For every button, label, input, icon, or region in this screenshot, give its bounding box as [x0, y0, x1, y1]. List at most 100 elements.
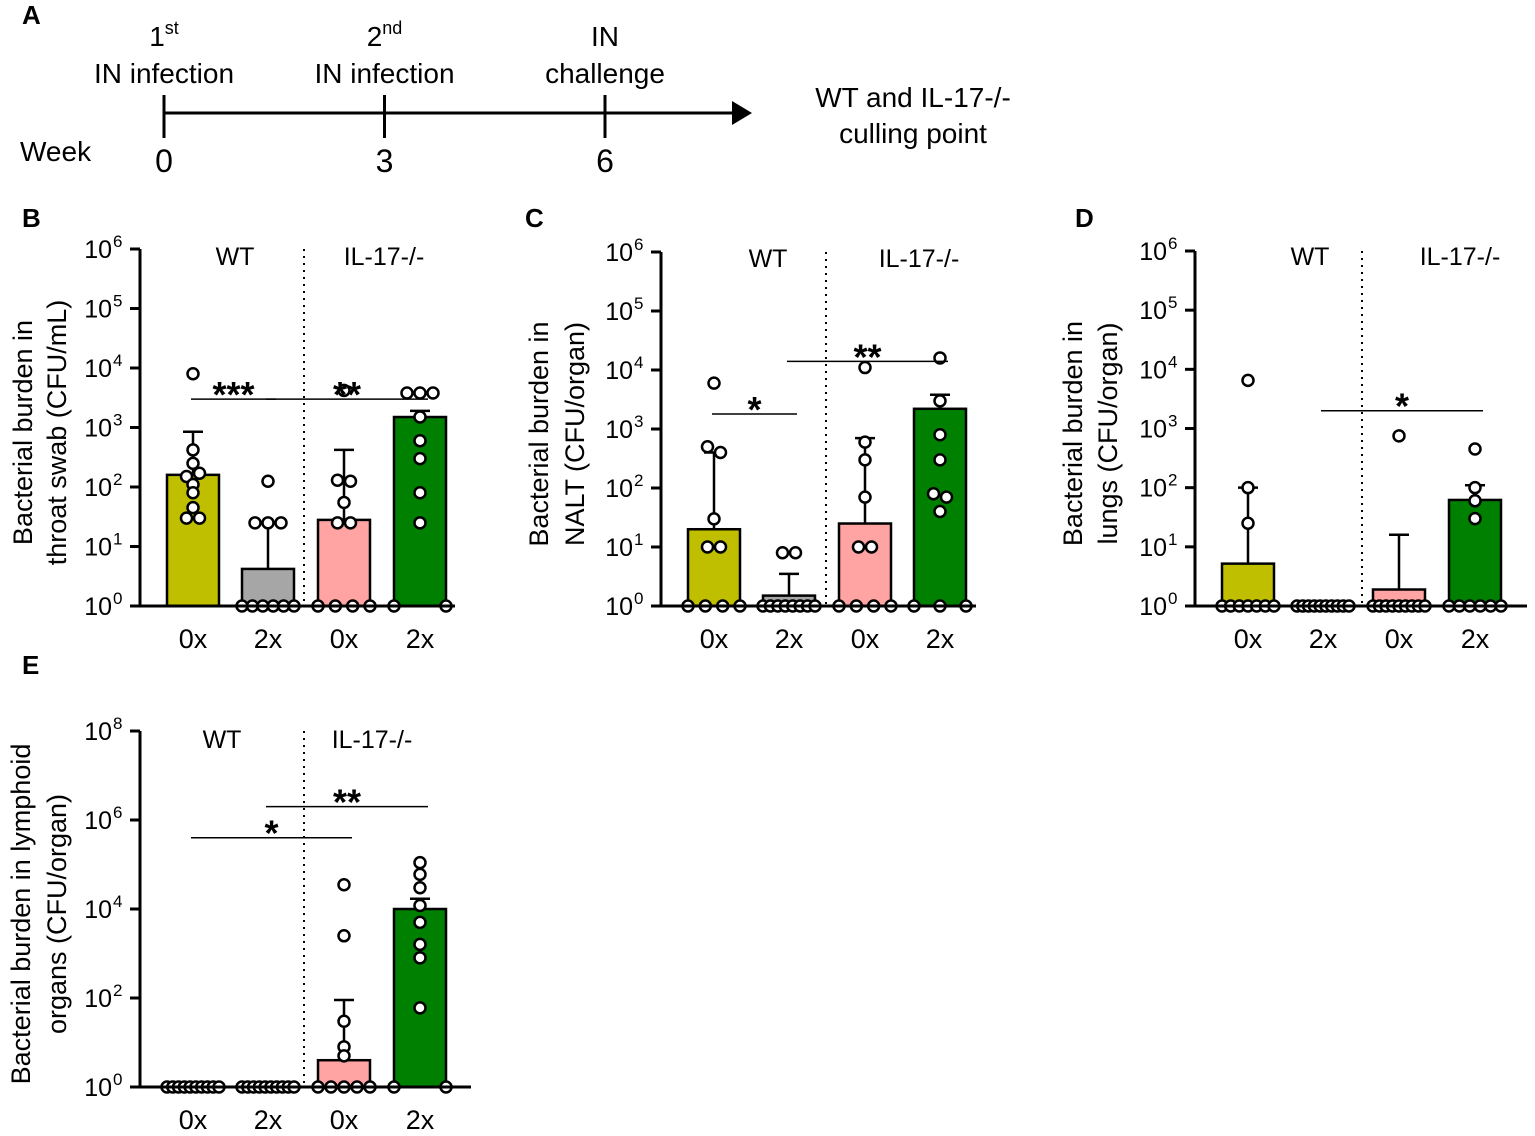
y-tick-label-exponent: 6	[1168, 234, 1177, 253]
data-point	[939, 490, 954, 504]
significance-stars: *	[1395, 386, 1409, 427]
data-point	[337, 1049, 351, 1063]
y-tick-label: 10	[1139, 534, 1167, 562]
data-point	[413, 867, 427, 882]
y-tick-label-base: 10	[84, 985, 112, 1013]
data-point	[330, 473, 345, 487]
timeline-events: 0 1st IN infection 3 2nd IN infection 6 IN chall…	[94, 18, 665, 179]
data-point	[337, 1014, 351, 1029]
y-tick-label-exponent: 3	[1168, 412, 1177, 431]
data-point	[343, 474, 358, 488]
data-point	[426, 386, 440, 400]
y-tick-label-exponent: 1	[1168, 530, 1177, 549]
data-point	[700, 440, 715, 454]
data-point	[413, 1001, 427, 1015]
y-tick-label-exponent: 8	[113, 714, 122, 733]
data-point	[933, 504, 947, 519]
panel-label: B	[22, 203, 41, 233]
y-tick-label-base: 10	[84, 534, 112, 562]
y-axis-label-line1: Bacterial burden in lymphoid	[6, 744, 36, 1085]
data-point	[413, 486, 427, 500]
data-point	[413, 898, 427, 913]
y-tick-label: 10	[605, 593, 633, 621]
y-tick-label-base: 10	[84, 355, 112, 383]
y-tick-label-exponent: 5	[1168, 293, 1177, 312]
group-label: IL-17-/-	[879, 245, 960, 273]
data-point	[926, 486, 941, 501]
data-point	[707, 512, 721, 526]
y-tick-label-base: 10	[605, 534, 633, 562]
x-tick-label: 0x	[179, 1105, 208, 1135]
y-tick-label-exponent: 1	[113, 530, 122, 549]
timeline-event-title-sup: st	[165, 18, 179, 38]
y-tick-label: 10	[605, 475, 633, 503]
chart-panel-e: E Bacterial burden in lymphoid organs (CFU…	[6, 650, 471, 1135]
y-tick-label-base: 10	[605, 593, 633, 621]
data-point	[1468, 511, 1482, 526]
data-point	[413, 386, 427, 400]
data-point	[1468, 442, 1482, 456]
y-tick-label: 10	[1139, 238, 1167, 266]
x-tick-label: 2x	[406, 1105, 435, 1135]
y-tick-label-base: 10	[1139, 297, 1167, 325]
timeline-event-subtitle: IN infection	[94, 58, 234, 89]
data-point	[413, 937, 427, 952]
x-tick-label: 2x	[406, 624, 435, 654]
y-tick-label-exponent: 0	[113, 1070, 122, 1089]
y-axis-label-line1: Bacterial burden in	[524, 321, 554, 546]
y-tick-label-exponent: 4	[113, 351, 122, 370]
y-tick-label-exponent: 3	[634, 412, 643, 431]
significance-stars: **	[853, 336, 881, 377]
y-tick-label: 10	[1139, 475, 1167, 503]
data-point	[261, 474, 275, 488]
y-tick-label-exponent: 5	[113, 292, 122, 311]
y-tick-label: 10	[84, 415, 112, 443]
data-point	[1241, 516, 1255, 531]
data-point	[788, 545, 803, 560]
y-tick-label-base: 10	[605, 357, 633, 385]
y-tick-label-base: 10	[605, 239, 633, 267]
data-point	[330, 516, 345, 530]
x-tick-label: 2x	[254, 1105, 283, 1135]
y-tick-label-exponent: 0	[634, 589, 643, 608]
data-point	[413, 915, 427, 930]
data-point	[1468, 480, 1482, 495]
data-point	[713, 540, 728, 554]
y-tick-label: 10	[84, 896, 112, 924]
data-point	[1241, 373, 1255, 388]
data-point	[1241, 480, 1255, 495]
timeline-event-title-sup: nd	[382, 18, 402, 38]
y-tick-label-base: 10	[605, 475, 633, 503]
data-point	[337, 878, 351, 892]
timeline-event-title: 2nd	[367, 18, 403, 52]
timeline-panel: A Week 0 1st IN infection 3 2nd IN infection 6…	[20, 0, 1011, 179]
data-point	[707, 376, 721, 390]
x-tick-label: 2x	[1461, 624, 1490, 654]
y-tick-label-base: 10	[1139, 475, 1167, 503]
timeline-event-title: IN	[591, 21, 619, 52]
y-tick-label: 10	[1139, 416, 1167, 444]
data-point	[933, 394, 947, 408]
y-tick-label-exponent: 6	[113, 232, 122, 251]
y-tick-label: 10	[605, 534, 633, 562]
bar	[392, 907, 448, 1089]
y-tick-label-base: 10	[84, 718, 112, 746]
data-point	[186, 443, 200, 457]
data-point	[337, 383, 351, 398]
y-axis-label-line2: lungs (CFU/organ)	[1093, 322, 1123, 544]
timeline-event-title-main: IN	[591, 21, 619, 52]
timeline-arrowhead	[732, 101, 752, 125]
y-tick-label: 10	[605, 298, 633, 326]
data-point	[186, 500, 200, 515]
y-tick-label-exponent: 2	[113, 470, 122, 489]
y-tick-label: 10	[605, 416, 633, 444]
y-tick-label-base: 10	[84, 296, 112, 324]
y-tick-label-base: 10	[84, 896, 112, 924]
y-tick-label-exponent: 6	[634, 235, 643, 254]
y-tick-label: 10	[84, 236, 112, 264]
y-tick-label: 10	[605, 357, 633, 385]
data-point	[1392, 429, 1406, 443]
chart-panel-b: B Bacterial burden in throat swab (CFU/mL)…	[8, 203, 455, 654]
